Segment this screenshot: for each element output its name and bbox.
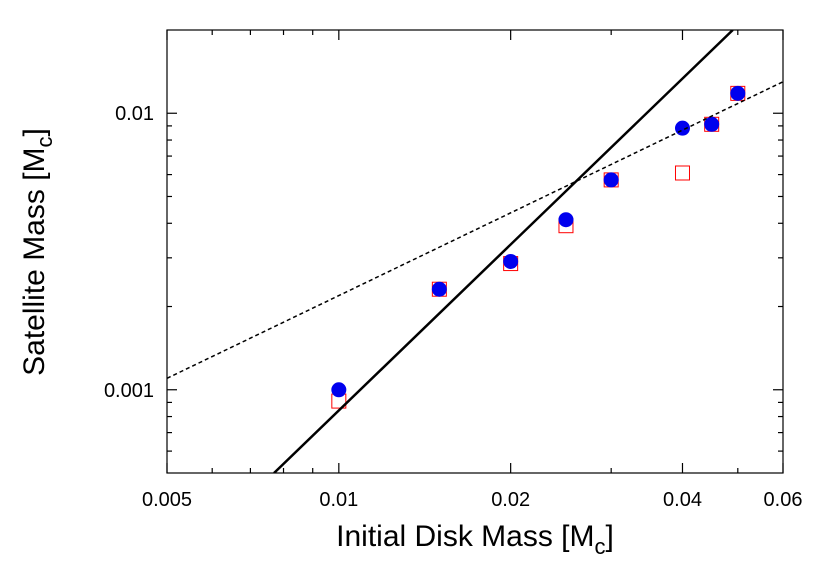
- x-label-end: ]: [606, 520, 614, 553]
- circle-marker: [603, 172, 619, 188]
- x-tick-label: 0.02: [491, 489, 530, 511]
- square-marker: [674, 165, 690, 181]
- y-label-end: ]: [18, 128, 51, 136]
- y-axis-label: Satellite Mass [Mc]: [18, 128, 57, 376]
- x-tick-label: 0.005: [142, 489, 192, 511]
- circle-marker: [503, 253, 519, 269]
- circle-marker: [331, 382, 347, 398]
- x-tick-label: 0.04: [663, 489, 702, 511]
- solid-fit-line: [273, 30, 734, 473]
- x-label-main: Initial Disk Mass [M: [336, 520, 594, 553]
- circle-marker: [558, 212, 574, 228]
- y-tick-label: 0.01: [115, 103, 154, 125]
- x-tick-label: 0.06: [764, 489, 803, 511]
- x-label-sub: c: [595, 534, 606, 559]
- y-tick-label: 0.001: [104, 380, 154, 402]
- circle-marker: [704, 116, 720, 132]
- x-tick-label: 0.01: [319, 489, 358, 511]
- x-axis-label: Initial Disk Mass [Mc]: [336, 520, 614, 559]
- dashed-fit-line: [167, 81, 783, 379]
- circle-marker: [730, 85, 746, 101]
- y-label-main: Satellite Mass [M: [18, 147, 51, 375]
- circle-marker: [431, 281, 447, 297]
- y-label-sub: c: [32, 136, 57, 147]
- plot-frame: [166, 29, 784, 474]
